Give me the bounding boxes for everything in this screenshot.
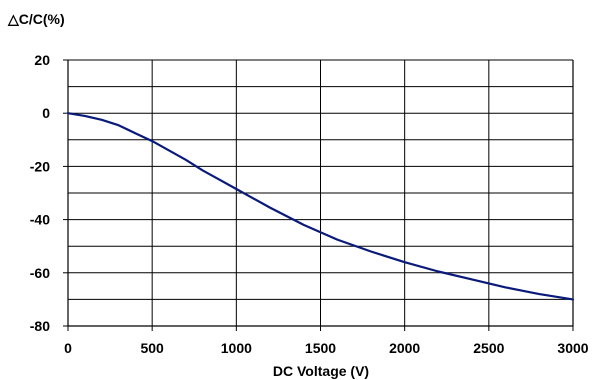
- y-axis-title: △C/C(%): [7, 11, 65, 27]
- y-tick-label: -80: [30, 318, 50, 334]
- series-layer: [66, 112, 575, 301]
- x-tick-label: 1500: [305, 340, 336, 356]
- x-axis-title: DC Voltage (V): [273, 363, 369, 379]
- axes: [63, 59, 574, 331]
- series-line: [66, 112, 575, 301]
- x-tick-label: 0: [64, 340, 72, 356]
- y-tick-label: 0: [42, 105, 50, 121]
- x-tick-label: 1000: [221, 340, 252, 356]
- y-tick-label: 20: [34, 52, 50, 68]
- grid: [68, 59, 573, 326]
- x-tick-label: 2500: [473, 340, 504, 356]
- x-tick-label: 500: [140, 340, 164, 356]
- x-tick-label: 2000: [389, 340, 420, 356]
- y-tick-label: -60: [30, 265, 50, 281]
- y-tick-label: -40: [30, 212, 50, 228]
- y-tick-label: -20: [30, 158, 50, 174]
- tick-labels: 0 500 1000 1500 2000 2500 3000 20 0 -20 -40 -60 -80: [30, 52, 589, 356]
- x-tick-label: 3000: [557, 340, 588, 356]
